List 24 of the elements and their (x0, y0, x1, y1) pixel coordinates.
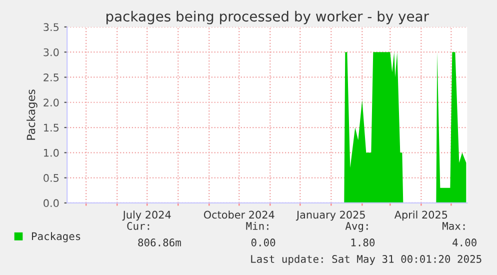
y-tick-label: 1.5 (44, 124, 59, 132)
y-tick-label: 2.0 (44, 98, 59, 106)
y-axis-title: Packages (26, 90, 38, 140)
chart-title: packages being processed by worker - by year (106, 10, 430, 24)
x-tick-label: July 2024 (122, 210, 171, 221)
y-tick-label: 0.5 (44, 174, 59, 182)
text: Min: (246, 222, 268, 230)
y-tick-label: 3.0 (44, 48, 59, 56)
y-tick-label: 3.5 (44, 23, 59, 32)
legend-label: Packages (32, 232, 80, 242)
x-tick-label: October 2024 (204, 210, 274, 219)
text: Last update: Sat May 31 00:01:20 2025 (251, 254, 482, 265)
text: 0.00 (251, 238, 276, 246)
text: 806.86m (138, 238, 181, 246)
y-tick-label: 1.0 (44, 148, 59, 157)
y-tick-label: 0.0 (44, 199, 59, 208)
text: 1.80 (351, 238, 375, 246)
text: Max: (442, 222, 465, 230)
y-tick-label: 2.5 (44, 73, 59, 82)
text: Avg: (345, 222, 368, 232)
text: 4.00 (452, 238, 476, 246)
text: Cur: (127, 222, 150, 230)
x-tick-label: January 2025 (296, 210, 365, 221)
x-tick-label: April 2025 (394, 210, 448, 221)
